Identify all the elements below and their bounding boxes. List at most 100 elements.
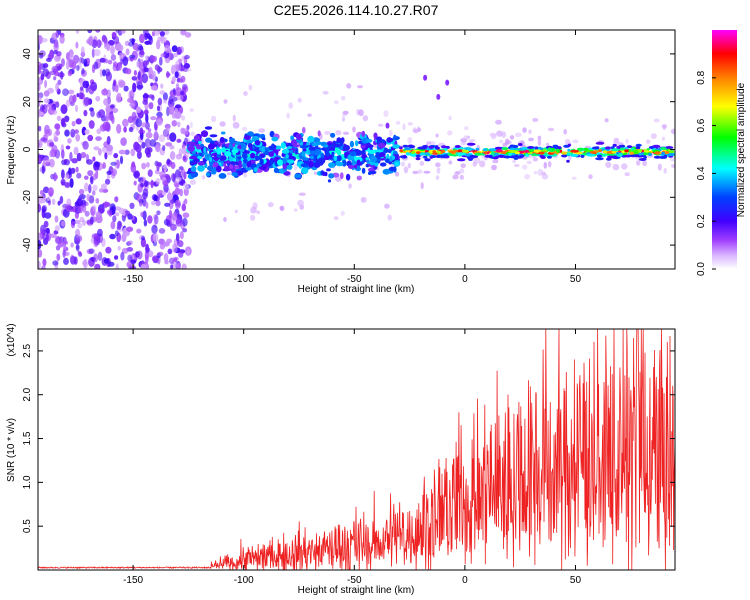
spectrogram-blob (378, 142, 386, 149)
spectrogram-blob (259, 158, 264, 166)
spectrogram-blob (273, 167, 279, 174)
spectrogram-blob (159, 31, 165, 37)
spectrogram-blob (254, 140, 261, 146)
spectrogram-blob (156, 105, 161, 112)
spectrogram-blob (155, 178, 161, 185)
spectrogram-blob (118, 52, 124, 58)
spectrogram-blob (171, 45, 178, 53)
spectrogram-halo (473, 157, 481, 164)
spectrogram-halo (547, 127, 555, 132)
spectrogram-blob (139, 201, 143, 207)
spectrogram-blob (245, 139, 253, 145)
spectrogram-blob (145, 254, 149, 264)
spectrogram-blob (95, 211, 101, 218)
spectrogram-blob (151, 200, 156, 206)
spectrogram-blob (97, 251, 103, 261)
spectrogram-halo (402, 123, 406, 131)
spectrogram-blob (95, 95, 101, 102)
spectrogram-blob (96, 39, 102, 48)
spectrogram-halo (256, 210, 260, 215)
spectrogram-blob (166, 71, 170, 79)
spectrogram-blob (159, 56, 163, 66)
spectrogram-halo (447, 130, 453, 136)
spectrogram-blob (160, 83, 164, 89)
spectrogram-blob (216, 147, 222, 155)
spectrogram-halo (407, 122, 413, 126)
spectrogram-blob (175, 104, 182, 109)
spectrogram-blob (283, 171, 291, 176)
spectrogram-band-cell (616, 151, 620, 155)
spectrogram-blob (140, 122, 148, 128)
spectrogram-blob (148, 250, 154, 258)
spectrogram-blob (75, 30, 80, 34)
colorbar-tick-label: 0.2 (696, 214, 707, 228)
spectrogram-blob (55, 123, 61, 131)
spectrogram-band-cell (566, 159, 570, 163)
spectrogram-blob (76, 93, 80, 98)
spectrogram-blob (238, 163, 243, 168)
spectrogram-blob (136, 60, 140, 68)
spectrogram-band-cell (567, 148, 571, 152)
y-tick-label: 0.5 (22, 519, 33, 533)
spectrogram-band-cell (629, 151, 634, 155)
spectrogram-halo (297, 97, 302, 103)
spectrogram-blob (116, 159, 120, 169)
spectrogram-halo (226, 172, 231, 176)
spectrogram-blob (90, 109, 95, 118)
spectrogram-blob (277, 159, 284, 166)
spectrogram-halo (348, 183, 352, 189)
spectrogram-blob (249, 146, 253, 151)
spectrogram-blob (255, 149, 260, 153)
spectrogram-blob (64, 173, 69, 180)
spectrogram-blob (365, 163, 370, 168)
y-tick-label: 40 (22, 48, 33, 60)
spectrogram-blob (110, 168, 118, 177)
spectrogram-blob (140, 263, 147, 269)
spectrogram-blob (243, 158, 248, 164)
spectrogram-blob (114, 255, 119, 260)
spectrogram-blob (59, 63, 63, 70)
spectrogram-blob (165, 142, 173, 147)
spectrogram-blob (325, 151, 330, 157)
spectrogram-blob (308, 161, 314, 168)
spectrogram-blob (65, 52, 71, 61)
spectrogram-blob (140, 211, 144, 218)
spectrogram-band-cell (423, 152, 430, 156)
spectrogram-blob (44, 212, 52, 219)
y-tick-label: 2.0 (22, 387, 33, 401)
spectrogram-blob (40, 194, 47, 200)
spectrogram-halo (526, 160, 532, 165)
spectrogram-halo (426, 141, 432, 145)
spectrogram-blob (57, 79, 62, 86)
spectrogram-blob (148, 35, 153, 41)
spectrogram-blob (312, 142, 319, 147)
spectrogram-halo (650, 133, 657, 139)
spectrogram-band-cell (629, 154, 637, 158)
spectrogram-blob (292, 152, 296, 157)
spectrogram-blob (393, 134, 397, 140)
spectrogram-blob (123, 126, 127, 133)
spectrogram-blob (379, 162, 387, 167)
spectrogram-outlier (385, 122, 390, 129)
spectrogram-blob (121, 247, 129, 254)
spectrogram-blob (38, 109, 41, 118)
spectrogram-halo (297, 199, 304, 207)
spectrogram-blob (176, 138, 182, 143)
spectrogram-blob (174, 71, 179, 78)
spectrogram-blob (87, 134, 94, 142)
spectrogram-halo (423, 170, 431, 174)
spectrogram-blob (241, 143, 247, 151)
spectrogram-halo (384, 203, 390, 209)
spectrogram-halo (612, 163, 620, 171)
spectrogram-blob (186, 249, 191, 255)
spectrogram-blob (174, 169, 181, 180)
spectrogram-blob (157, 97, 163, 106)
spectrogram-blob (168, 104, 175, 115)
spectrogram-halo (219, 121, 226, 127)
spectrogram-blob (118, 149, 126, 155)
spectrogram-blob (89, 216, 94, 225)
spectrogram-blob (112, 82, 116, 92)
spectrogram-blob (152, 232, 159, 243)
spectrogram-blob (146, 247, 151, 252)
spectrogram-blob (214, 141, 219, 145)
